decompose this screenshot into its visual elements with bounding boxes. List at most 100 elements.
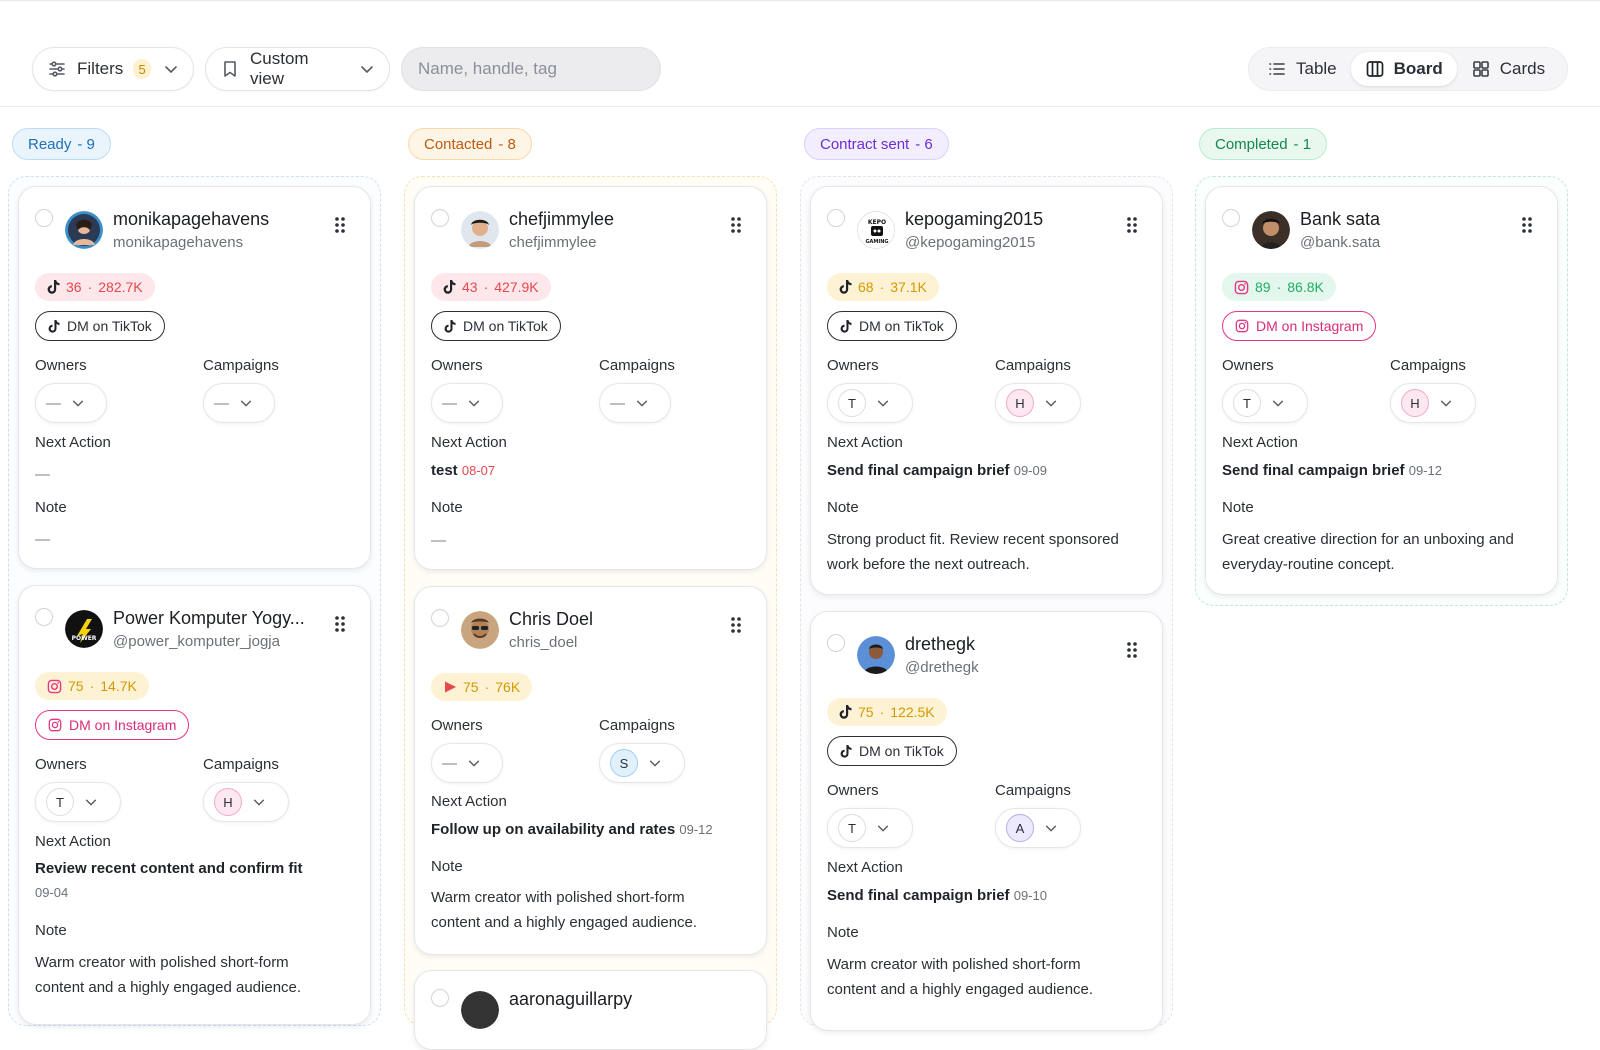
owner-select[interactable]: — — [35, 383, 107, 423]
column-pill-ready[interactable]: Ready - 9 — [12, 128, 111, 160]
next-action-date: 08-07 — [461, 463, 496, 478]
chevron-down-icon — [1045, 400, 1057, 407]
campaign-avatar: A — [1006, 814, 1034, 842]
separator-dot: · — [87, 279, 93, 295]
note-text: — — [431, 532, 446, 549]
creator-name[interactable]: Bank sata — [1300, 209, 1381, 229]
next-action-text: Review recent content and confirm fit — [35, 860, 303, 877]
creator-name[interactable]: chefjimmylee — [509, 209, 615, 229]
score-value: 68 — [858, 279, 874, 295]
select-checkbox[interactable] — [431, 989, 449, 1007]
dm-button[interactable]: DM on Instagram — [1222, 311, 1377, 341]
drag-handle-icon[interactable] — [720, 209, 752, 241]
owner-select[interactable]: T — [827, 383, 913, 423]
dm-button[interactable]: DM on Instagram — [35, 710, 190, 740]
instagram-icon — [48, 718, 62, 732]
campaign-select[interactable]: S — [599, 743, 685, 783]
campaign-select[interactable]: H — [995, 383, 1081, 423]
column-pill-completed[interactable]: Completed - 1 — [1199, 128, 1328, 160]
campaign-select[interactable]: — — [599, 383, 671, 423]
column-title: Completed — [1215, 135, 1288, 153]
column-title: Contacted — [424, 135, 493, 153]
drag-handle-icon[interactable] — [1116, 634, 1148, 666]
view-cards-button[interactable]: Cards — [1457, 52, 1559, 86]
followers-value: 427.9K — [494, 279, 539, 295]
view-board-label: Board — [1393, 59, 1443, 78]
drag-handle-icon[interactable] — [720, 609, 752, 641]
owner-select[interactable]: T — [1222, 383, 1308, 423]
creator-name[interactable]: kepogaming2015 — [905, 209, 1044, 229]
owners-label: Owners — [827, 782, 879, 799]
next-action-label: Next Action — [431, 793, 507, 810]
owner-avatar: T — [838, 814, 866, 842]
owner-value: — — [442, 754, 457, 772]
note-text: Warm creator with polished short-form co… — [431, 889, 698, 931]
dm-button[interactable]: DM on TikTok — [35, 311, 165, 341]
drag-handle-icon[interactable] — [1511, 209, 1543, 241]
select-checkbox[interactable] — [431, 209, 449, 227]
instagram-icon — [1235, 319, 1249, 333]
next-action-date: 09-09 — [1013, 463, 1047, 478]
column-count: - 1 — [1293, 135, 1312, 153]
creator-card[interactable]: POWER Power Komputer Yogy... @power_komp… — [18, 585, 371, 1025]
note-label: Note — [35, 922, 67, 939]
creator-name[interactable]: Power Komputer Yogy... — [113, 608, 305, 628]
drag-handle-icon[interactable] — [324, 608, 356, 640]
filters-button[interactable]: Filters 5 — [32, 47, 194, 91]
next-action-value: Review recent content and confirm fit 09-… — [35, 857, 335, 905]
campaign-select[interactable]: H — [1390, 383, 1476, 423]
owner-select[interactable]: T — [35, 782, 121, 822]
svg-text:GAMING: GAMING — [865, 239, 888, 245]
select-checkbox[interactable] — [431, 609, 449, 627]
select-checkbox[interactable] — [827, 634, 845, 652]
creator-name[interactable]: drethegk — [905, 634, 976, 654]
note-label: Note — [827, 499, 859, 516]
column-pill-contract-sent[interactable]: Contract sent - 6 — [804, 128, 949, 160]
owner-select[interactable]: — — [431, 383, 503, 423]
columns-icon — [1366, 61, 1383, 77]
creator-card[interactable]: monikapagehavens monikapagehavens 36 · 282… — [18, 186, 371, 569]
campaign-select[interactable]: H — [203, 782, 289, 822]
select-checkbox[interactable] — [1222, 209, 1240, 227]
dm-button[interactable]: DM on TikTok — [431, 311, 561, 341]
followers-value: 122.5K — [890, 704, 935, 720]
custom-view-label: Custom view — [250, 49, 309, 88]
view-table-button[interactable]: Table — [1253, 52, 1351, 86]
column-pill-contacted[interactable]: Contacted - 8 — [408, 128, 532, 160]
drag-handle-icon[interactable] — [324, 209, 356, 241]
custom-view-button[interactable]: Custom view — [205, 47, 390, 91]
select-checkbox[interactable] — [827, 209, 845, 227]
next-action-text: test — [431, 462, 458, 479]
creator-card[interactable]: Bank sata @bank.sata 89 · 86.8K DM on Inst… — [1205, 186, 1558, 595]
next-action-label: Next Action — [1222, 434, 1298, 451]
creator-card[interactable]: aaronaguillarpy — [414, 970, 767, 1050]
owner-select[interactable]: — — [431, 743, 503, 783]
drag-handle-icon[interactable] — [1116, 209, 1148, 241]
creator-name[interactable]: Chris Doel — [509, 609, 594, 629]
score-value: 75 — [858, 704, 874, 720]
owner-select[interactable]: T — [827, 808, 913, 848]
next-action-date: 09-12 — [679, 822, 713, 837]
dm-label: DM on TikTok — [859, 743, 944, 759]
score-value: 89 — [1255, 279, 1271, 295]
campaign-select[interactable]: A — [995, 808, 1081, 848]
creator-card[interactable]: KEPO GAMING kepogaming2015 @kepogaming201… — [810, 186, 1163, 595]
dm-button[interactable]: DM on TikTok — [827, 311, 957, 341]
campaign-avatar: H — [1401, 389, 1429, 417]
search-input[interactable] — [418, 59, 644, 79]
creator-card[interactable]: Chris Doel chris_doel 75 · 76K Owners Camp… — [414, 586, 767, 955]
separator-dot: · — [484, 679, 490, 695]
note-label: Note — [827, 924, 859, 941]
select-checkbox[interactable] — [35, 608, 53, 626]
score-badge: 75 · 122.5K — [827, 698, 947, 726]
view-switcher: Table Board Cards — [1248, 47, 1568, 91]
creator-name[interactable]: monikapagehavens — [113, 209, 270, 229]
owner-value: — — [442, 394, 457, 412]
creator-card[interactable]: chefjimmylee chefjimmylee 43 · 427.9K DM o… — [414, 186, 767, 570]
select-checkbox[interactable] — [35, 209, 53, 227]
chevron-down-icon — [877, 400, 889, 407]
view-board-button[interactable]: Board — [1350, 52, 1457, 86]
campaign-select[interactable]: — — [203, 383, 275, 423]
creator-card[interactable]: drethegk @drethegk 75 · 122.5K DM on TikTo… — [810, 611, 1163, 1031]
dm-button[interactable]: DM on TikTok — [827, 736, 957, 766]
